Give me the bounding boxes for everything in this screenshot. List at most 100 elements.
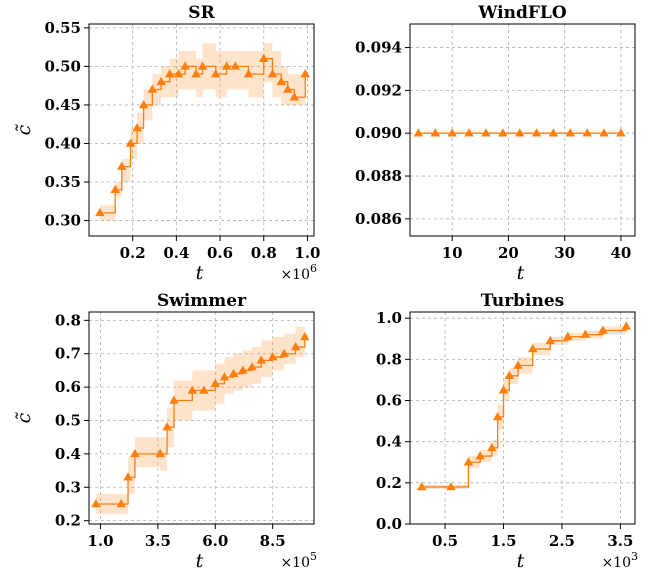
plot-area xyxy=(89,312,314,524)
data-point-marker xyxy=(514,128,525,137)
data-point-marker xyxy=(197,61,208,70)
data-point-marker xyxy=(416,481,427,491)
plot-frame xyxy=(409,23,636,237)
plot-frame xyxy=(88,311,315,525)
data-point-marker xyxy=(123,472,133,481)
data-point-marker xyxy=(621,321,631,330)
data-point-marker xyxy=(481,128,491,137)
data-point-marker xyxy=(221,61,232,70)
y-tick-label: 0.088 xyxy=(355,167,402,185)
x-tick-label: 3.5 xyxy=(607,532,633,550)
y-tick-label: 0.092 xyxy=(355,81,402,99)
y-tick-label: 0.5 xyxy=(55,412,81,430)
data-point-marker xyxy=(243,69,254,78)
data-point-marker xyxy=(300,69,311,78)
data-point-marker xyxy=(300,332,310,341)
y-tick-label: 0.35 xyxy=(44,173,81,191)
subplot-2: 10 20 30 40 0.086 0.088 0.090 0.092 0.094 WindFLO… xyxy=(355,3,636,284)
y-tick-label: 1.0 xyxy=(376,309,402,327)
x-tick-label: 6.0 xyxy=(202,532,228,550)
plot-area xyxy=(410,312,635,524)
y-tick-label: 0.2 xyxy=(376,474,402,492)
data-point-marker xyxy=(156,76,166,86)
y-axis-label: c̃ xyxy=(13,412,35,424)
data-point-marker xyxy=(187,385,198,394)
data-point-marker xyxy=(191,69,201,78)
x-axis-multiplier: ×106 xyxy=(280,262,317,283)
series-line xyxy=(95,337,306,505)
x-tick-label: 0.2 xyxy=(120,244,146,262)
y-tick-label: 0.40 xyxy=(44,134,81,152)
y-tick-label: 0.8 xyxy=(376,350,402,368)
plot-area xyxy=(410,24,635,236)
data-point-marker xyxy=(228,368,239,378)
y-tick-label: 0.094 xyxy=(355,39,402,57)
data-point-marker xyxy=(616,128,626,137)
y-axis-label: c̃ xyxy=(13,124,35,136)
data-point-marker xyxy=(545,335,556,345)
data-point-marker xyxy=(565,128,576,137)
data-point-marker xyxy=(259,53,269,62)
subplot-4: 0.5 1.5 2.5 3.5 0.0 0.2 0.4 0.6 0.8 1.0 Turbines t ×… xyxy=(376,291,638,572)
x-tick-label: 0.5 xyxy=(432,532,458,550)
subplot-title: Swimmer xyxy=(157,291,247,311)
y-tick-label: 0.0 xyxy=(376,515,402,533)
data-point-marker xyxy=(210,378,221,388)
x-axis-label: t xyxy=(196,550,204,572)
y-tick-label: 0.45 xyxy=(44,96,81,114)
subplot-3: 1.0 3.5 6.0 8.5 0.2 0.3 0.4 0.5 0.6 0.7 0.8 Swimmer… xyxy=(13,291,317,572)
data-point-marker xyxy=(219,372,230,381)
x-axis-label: t xyxy=(517,262,525,284)
data-point-marker xyxy=(95,207,105,217)
data-point-marker xyxy=(238,365,248,374)
plot-frame xyxy=(88,23,315,237)
data-point-marker xyxy=(464,128,474,137)
y-tick-label: 0.6 xyxy=(55,378,81,396)
y-tick-label: 0.7 xyxy=(55,345,81,363)
x-tick-label: 30 xyxy=(554,244,575,262)
x-tick-label: 0.8 xyxy=(251,244,277,262)
confidence-band xyxy=(99,43,306,221)
data-point-marker xyxy=(446,481,456,491)
y-tick-label: 0.6 xyxy=(376,392,402,410)
data-point-marker xyxy=(487,442,497,452)
x-tick-label: 2.5 xyxy=(549,532,575,550)
y-tick-label: 0.8 xyxy=(55,311,81,329)
data-point-marker xyxy=(531,128,542,137)
y-tick-label: 0.3 xyxy=(55,478,81,496)
data-point-marker xyxy=(276,76,286,86)
x-tick-label: 0.4 xyxy=(163,244,189,262)
subplot-title: SR xyxy=(188,3,215,23)
data-point-marker xyxy=(475,451,485,460)
data-point-marker xyxy=(463,457,474,466)
x-tick-label: 0.6 xyxy=(207,244,233,262)
data-point-marker xyxy=(173,69,184,78)
data-point-marker xyxy=(165,69,175,78)
subplot-1: 0.2 0.4 0.6 0.8 1.0 0.30 0.35 0.40 0.45 0.50 0.55 S… xyxy=(13,3,321,284)
y-tick-label: 0.4 xyxy=(55,445,81,463)
x-tick-label: 10 xyxy=(442,244,463,262)
y-tick-label: 0.4 xyxy=(376,433,402,451)
data-point-marker xyxy=(132,123,142,132)
x-tick-label: 1.5 xyxy=(490,532,516,550)
data-point-marker xyxy=(504,370,515,380)
y-tick-label: 0.2 xyxy=(55,512,81,530)
data-point-marker xyxy=(492,411,503,421)
data-point-marker xyxy=(289,92,300,101)
data-point-marker xyxy=(290,342,301,351)
data-point-marker xyxy=(598,325,608,334)
data-point-marker xyxy=(527,344,538,353)
y-tick-label: 0.50 xyxy=(44,57,81,75)
x-tick-label: 3.5 xyxy=(145,532,171,550)
data-point-marker xyxy=(230,61,241,70)
x-tick-label: 1.0 xyxy=(87,532,113,550)
data-point-marker xyxy=(256,355,266,364)
x-axis-label: t xyxy=(196,262,204,284)
data-point-marker xyxy=(125,138,136,147)
x-axis-multiplier: ×103 xyxy=(601,550,638,571)
confidence-band xyxy=(421,324,627,490)
subplot-title: WindFLO xyxy=(477,3,567,23)
data-point-marker xyxy=(247,362,257,371)
data-point-marker xyxy=(91,498,101,508)
